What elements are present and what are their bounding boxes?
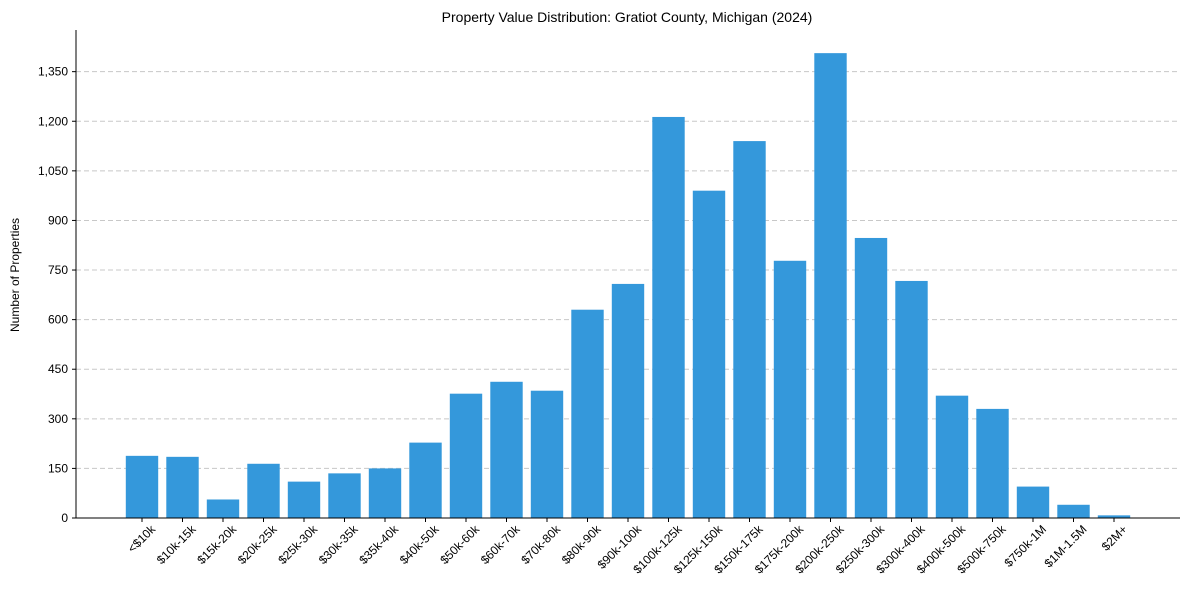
y-tick-label: 300 — [48, 412, 68, 426]
bar — [1057, 504, 1090, 518]
x-tick-label: $10k-15k — [154, 522, 200, 568]
bar — [409, 442, 442, 518]
bar — [368, 468, 402, 518]
bar — [206, 499, 240, 518]
bar — [611, 283, 645, 518]
x-tick-label: $70k-80k — [518, 522, 564, 568]
bar — [449, 393, 483, 518]
y-tick-label: 900 — [48, 213, 68, 227]
y-tick-label: 0 — [61, 511, 68, 525]
x-tick-label: $15k-20k — [194, 522, 240, 568]
bar — [733, 141, 766, 519]
y-axis-label: Number of Properties — [8, 218, 22, 332]
chart-title: Property Value Distribution: Gratiot Cou… — [442, 9, 813, 25]
x-tick-label: $20k-25k — [235, 522, 281, 568]
y-tick-label: 1,350 — [38, 65, 68, 79]
bar — [328, 473, 361, 518]
bar — [571, 309, 604, 518]
y-tick-label: 1,200 — [38, 114, 68, 128]
bar — [1016, 486, 1050, 518]
y-tick-label: 150 — [48, 461, 68, 475]
x-tick-label: $750k-1M — [1001, 522, 1049, 570]
bar — [773, 260, 807, 518]
x-tick-label: $1M-1.5M — [1042, 522, 1090, 570]
bar — [247, 463, 280, 518]
bar — [854, 237, 888, 518]
bars — [125, 53, 1131, 519]
x-tick-label: $2M+ — [1099, 522, 1130, 553]
x-tick-label: $50k-60k — [437, 522, 483, 568]
x-tick-label: $35k-40k — [356, 522, 402, 568]
bar — [125, 455, 159, 518]
y-axis-ticks: 0 150 300 450 600 750 900 1,050 1,200 1,350 — [38, 65, 76, 525]
x-tick-label: <$10k — [125, 522, 159, 556]
x-axis-ticks: <$10k$10k-15k$15k-20k$20k-25k$25k-30k$30… — [125, 518, 1130, 576]
bar — [1097, 515, 1131, 518]
bar — [935, 395, 969, 518]
bar — [814, 53, 847, 519]
y-tick-label: 1,050 — [38, 164, 68, 178]
bar — [530, 390, 564, 518]
bar — [287, 481, 321, 518]
x-tick-label: $40k-50k — [397, 522, 443, 568]
bar — [652, 116, 685, 519]
bar — [490, 381, 523, 518]
y-tick-label: 750 — [48, 263, 68, 277]
x-tick-label: $25k-30k — [275, 522, 321, 568]
x-tick-label: $30k-35k — [316, 522, 362, 568]
grid — [76, 71, 1180, 469]
y-tick-label: 450 — [48, 362, 68, 376]
bar — [976, 408, 1009, 518]
x-tick-label: $60k-70k — [478, 522, 524, 568]
bar — [166, 456, 199, 518]
bar — [895, 280, 928, 518]
bar — [692, 190, 726, 518]
y-tick-label: 600 — [48, 313, 68, 327]
